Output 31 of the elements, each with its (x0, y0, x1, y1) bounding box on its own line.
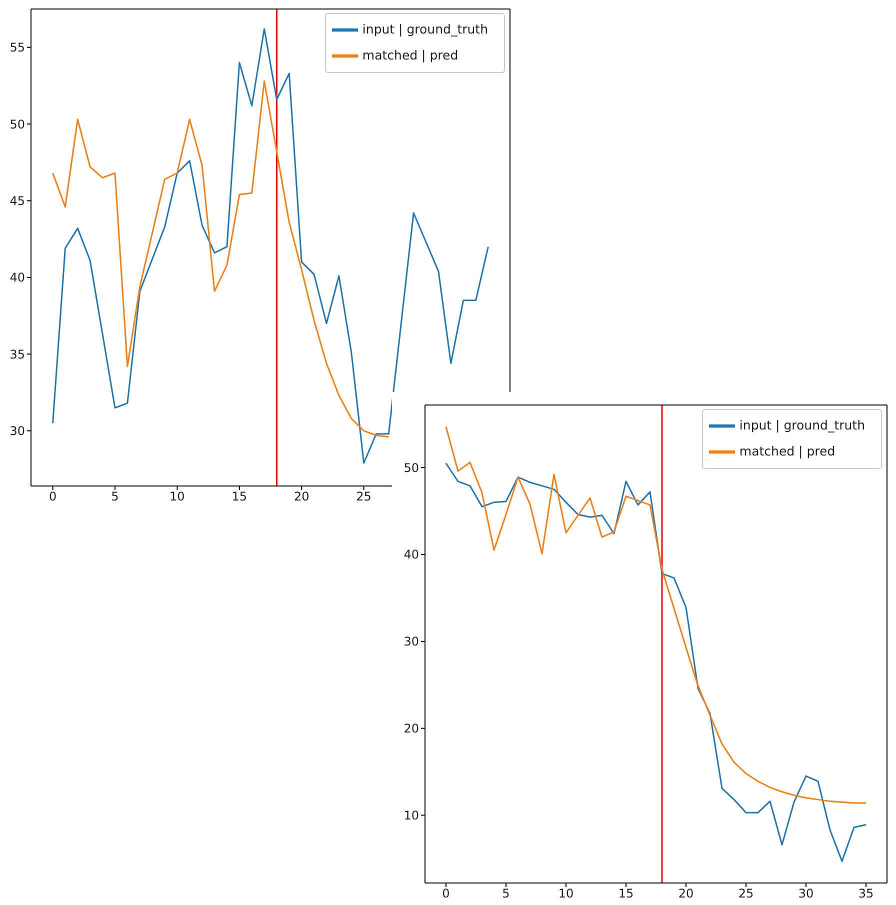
y-tick-label: 30 (404, 634, 419, 649)
x-tick-label: 20 (678, 886, 694, 901)
y-tick-label: 20 (404, 722, 419, 736)
x-tick-label: 10 (558, 886, 574, 901)
legend-label: matched | pred (739, 443, 836, 458)
legend-label: input | ground_truth (739, 417, 865, 432)
line-series (445, 462, 867, 862)
y-tick-label: 10 (404, 808, 419, 822)
y-tick-label: 40 (404, 548, 419, 562)
y-tick-label: 40 (10, 270, 25, 285)
x-tick-label: 25 (356, 490, 372, 504)
x-tick-label: 20 (294, 490, 310, 504)
x-tick-label: 0 (442, 886, 450, 901)
line-series (52, 80, 390, 438)
x-tick-label: 15 (618, 886, 634, 901)
y-tick-label: 55 (10, 40, 25, 55)
y-tick-label: 50 (404, 460, 419, 475)
x-tick-label: 25 (738, 886, 754, 901)
y-tick-label: 30 (10, 424, 25, 438)
legend-label: input | ground_truth (362, 21, 488, 36)
legend-label: matched | pred (362, 47, 458, 62)
y-tick-label: 50 (10, 117, 25, 132)
x-tick-label: 35 (858, 886, 874, 901)
x-tick-label: 5 (502, 886, 510, 901)
x-tick-label: 30 (798, 886, 814, 901)
y-tick-label: 45 (10, 194, 25, 208)
x-tick-label: 5 (111, 490, 119, 504)
x-tick-label: 15 (232, 490, 248, 504)
x-tick-label: 10 (170, 490, 185, 504)
y-tick-label: 35 (10, 347, 25, 362)
x-tick-label: 0 (48, 490, 57, 504)
